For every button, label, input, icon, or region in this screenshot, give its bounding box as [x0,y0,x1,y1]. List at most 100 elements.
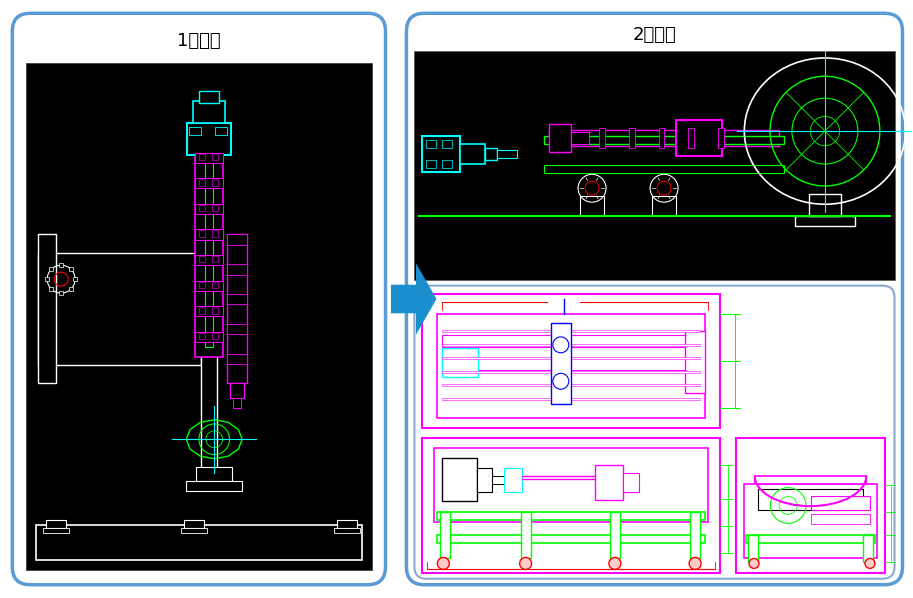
Bar [333,528,360,533]
Bar [595,465,623,500]
Bar [212,179,218,185]
Bar [212,282,218,288]
Bar [205,152,214,347]
Bar [811,514,870,524]
Bar [435,448,708,522]
Bar [199,307,205,313]
Bar [437,535,705,542]
Bar [181,528,207,533]
Bar [685,331,705,393]
Bar [748,535,758,562]
Bar [442,140,452,148]
Bar [59,263,63,267]
Bar [599,128,604,148]
Bar [623,473,639,492]
Bar [551,324,571,404]
Bar [423,136,460,172]
Circle shape [865,559,875,569]
Bar [746,535,875,543]
Bar [423,438,720,573]
Bar [195,255,223,265]
Bar [37,525,362,560]
Bar [69,287,73,291]
Bar [477,468,492,492]
FancyBboxPatch shape [415,286,895,579]
Bar [549,124,571,152]
Bar [196,467,232,481]
Bar [629,128,635,148]
Bar [437,313,705,419]
Circle shape [689,557,701,569]
Bar [658,128,665,148]
Bar [227,353,247,364]
Bar [520,512,530,558]
Bar [652,196,676,216]
Text: 2차년도: 2차년도 [633,26,677,44]
Bar [492,476,504,484]
Bar [795,216,855,225]
Bar [571,132,589,144]
Bar [195,306,223,316]
Bar [442,398,700,400]
Bar [46,277,49,281]
Bar [337,520,357,528]
Bar [195,204,223,214]
Bar [440,512,450,558]
Bar [580,196,604,216]
Bar [195,230,223,240]
Bar [186,481,242,491]
Bar [199,154,205,160]
Bar [544,136,784,144]
Polygon shape [391,263,436,335]
Bar [59,291,63,295]
FancyBboxPatch shape [406,13,903,585]
Bar [442,358,700,359]
Bar [38,253,201,365]
Bar [189,127,201,135]
Bar [199,91,219,103]
Circle shape [749,559,759,569]
Bar [195,332,223,342]
Bar [212,154,218,160]
Bar [199,230,205,237]
Bar [227,264,247,274]
Bar [460,144,485,164]
Bar [736,438,885,573]
Circle shape [437,557,449,569]
Bar [759,489,863,509]
Bar [199,179,205,185]
Bar [184,520,204,528]
Bar [195,178,223,188]
Bar [212,256,218,263]
Bar [690,512,700,558]
Bar [442,160,452,168]
Bar [43,528,69,533]
Bar [811,496,870,509]
Bar [212,230,218,237]
Bar [227,324,247,334]
Bar [227,294,247,304]
Bar [199,282,205,288]
Bar [442,347,478,377]
Bar [442,335,700,347]
Circle shape [609,557,621,569]
Bar [498,150,517,158]
Bar [719,128,724,148]
FancyBboxPatch shape [12,13,385,585]
Bar [194,101,226,123]
Bar [426,160,436,168]
Bar [442,358,700,370]
Bar [423,294,720,428]
Bar [195,152,223,358]
Bar [610,512,620,558]
Bar [230,383,244,398]
Bar [47,520,66,528]
Bar [227,234,247,245]
Bar [442,458,477,501]
Bar [442,344,700,346]
Bar [49,267,53,271]
Bar [199,256,205,263]
Bar [212,332,218,339]
Bar [195,280,223,291]
Bar [426,140,436,148]
